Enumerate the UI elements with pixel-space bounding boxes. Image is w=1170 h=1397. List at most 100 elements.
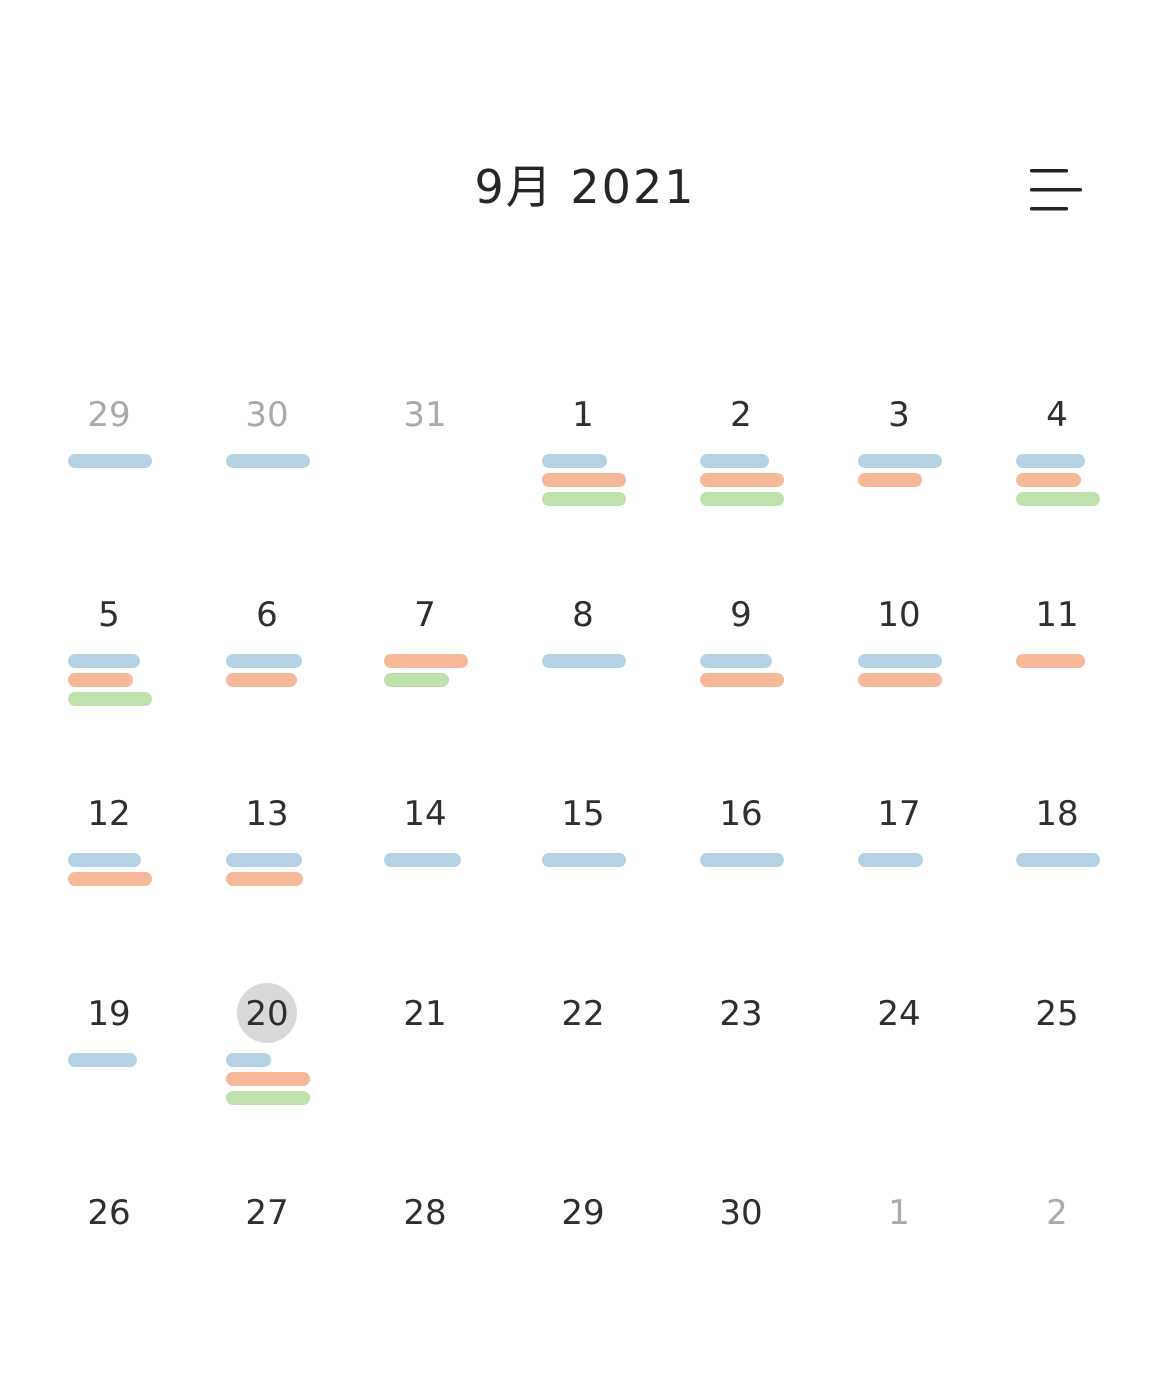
event-bar-blue <box>226 653 302 668</box>
event-bar-green <box>384 672 449 687</box>
day-number: 2 <box>730 395 752 435</box>
today-indicator <box>237 982 297 1043</box>
event-bar-blue <box>542 853 626 867</box>
day-cell[interactable]: 15 <box>504 777 662 977</box>
event-bars <box>1016 853 1102 872</box>
day-cell[interactable]: 2 <box>978 1176 1136 1376</box>
day-number: 16 <box>719 794 763 834</box>
day-number: 5 <box>98 594 120 635</box>
day-number: 17 <box>877 794 921 834</box>
day-cell[interactable]: 1 <box>504 378 662 578</box>
day-cell[interactable]: 27 <box>188 1176 346 1376</box>
event-bar-blue <box>542 454 607 468</box>
day-number: 18 <box>1035 794 1079 834</box>
event-bar-blue <box>700 853 784 867</box>
day-cell[interactable]: 8 <box>504 578 662 778</box>
day-number: 31 <box>403 395 447 435</box>
menu-icon <box>1030 169 1082 211</box>
day-number: 7 <box>414 594 436 635</box>
day-cell[interactable]: 18 <box>978 777 1136 977</box>
event-bars <box>226 853 312 891</box>
day-cell[interactable]: 11 <box>978 578 1136 778</box>
day-number: 25 <box>1035 993 1079 1034</box>
day-cell[interactable]: 17 <box>820 777 978 977</box>
event-bars <box>384 853 470 872</box>
day-number: 26 <box>87 1193 131 1233</box>
event-bars <box>1016 653 1102 673</box>
day-cell[interactable]: 26 <box>30 1176 188 1376</box>
day-cell[interactable]: 31 <box>346 378 504 578</box>
day-number: 3 <box>888 395 910 435</box>
event-bar-blue <box>542 653 626 668</box>
event-bar-orange <box>542 473 626 487</box>
day-cell[interactable]: 6 <box>188 578 346 778</box>
event-bars <box>226 653 312 692</box>
day-cell[interactable]: 13 <box>188 777 346 977</box>
day-cell[interactable]: 29 <box>504 1176 662 1376</box>
event-bar-orange <box>226 1071 310 1086</box>
event-bars <box>700 853 786 872</box>
day-cell[interactable]: 4 <box>978 378 1136 578</box>
day-number: 9 <box>730 594 752 635</box>
day-cell[interactable]: 21 <box>346 977 504 1177</box>
day-cell[interactable]: 22 <box>504 977 662 1177</box>
day-cell[interactable]: 3 <box>820 378 978 578</box>
day-number: 22 <box>561 993 605 1034</box>
day-cell[interactable]: 5 <box>30 578 188 778</box>
event-bars <box>858 653 944 692</box>
day-number: 28 <box>403 1193 447 1233</box>
month-title: 9月 2021 <box>474 160 696 214</box>
event-bars <box>226 1052 312 1110</box>
day-number: 2 <box>1046 1193 1068 1233</box>
day-number: 1 <box>572 395 594 435</box>
event-bar-orange <box>700 672 784 687</box>
day-cell[interactable]: 7 <box>346 578 504 778</box>
event-bar-green <box>542 492 626 506</box>
day-cell-today[interactable]: 20 <box>188 977 346 1177</box>
day-number: 21 <box>403 993 447 1034</box>
event-bar-green <box>68 691 152 706</box>
event-bars <box>1016 454 1102 511</box>
day-cell[interactable]: 9 <box>662 578 820 778</box>
day-number: 6 <box>256 594 278 635</box>
event-bar-orange <box>68 872 152 886</box>
day-number: 4 <box>1046 395 1068 435</box>
event-bar-orange <box>226 672 297 687</box>
day-cell[interactable]: 30 <box>662 1176 820 1376</box>
day-number: 19 <box>87 993 131 1034</box>
event-bars <box>858 454 944 492</box>
day-cell[interactable]: 30 <box>188 378 346 578</box>
day-cell[interactable]: 2 <box>662 378 820 578</box>
event-bar-blue <box>1016 853 1100 867</box>
day-number: 29 <box>87 395 131 435</box>
day-number: 10 <box>877 594 921 635</box>
day-cell[interactable]: 12 <box>30 777 188 977</box>
event-bar-blue <box>384 853 461 867</box>
day-cell[interactable]: 16 <box>662 777 820 977</box>
day-cell[interactable]: 10 <box>820 578 978 778</box>
event-bar-orange <box>858 672 942 687</box>
day-cell[interactable]: 29 <box>30 378 188 578</box>
day-cell[interactable]: 25 <box>978 977 1136 1177</box>
event-bar-orange <box>384 653 468 668</box>
event-bars <box>68 653 154 711</box>
day-number: 12 <box>87 794 131 834</box>
day-cell[interactable]: 1 <box>820 1176 978 1376</box>
day-cell[interactable]: 19 <box>30 977 188 1177</box>
day-cell[interactable]: 14 <box>346 777 504 977</box>
event-bars <box>68 1052 154 1072</box>
event-bars <box>542 853 628 872</box>
day-cell[interactable]: 23 <box>662 977 820 1177</box>
day-cell[interactable]: 24 <box>820 977 978 1177</box>
event-bar-blue <box>858 853 923 867</box>
day-number: 20 <box>245 993 289 1034</box>
event-bar-green <box>700 492 784 506</box>
menu-button[interactable] <box>1020 160 1090 220</box>
event-bar-blue <box>858 653 942 668</box>
event-bar-orange <box>1016 653 1085 668</box>
event-bar-blue <box>226 853 302 867</box>
event-bar-blue <box>1016 454 1085 468</box>
calendar-grid: 29 30 31 1 2 3 4 5 6 7 8 9 10 11 12 13 14 15 16 17 18 19 20 21 2… <box>30 378 1136 1376</box>
day-cell[interactable]: 28 <box>346 1176 504 1376</box>
day-number: 15 <box>561 794 605 834</box>
